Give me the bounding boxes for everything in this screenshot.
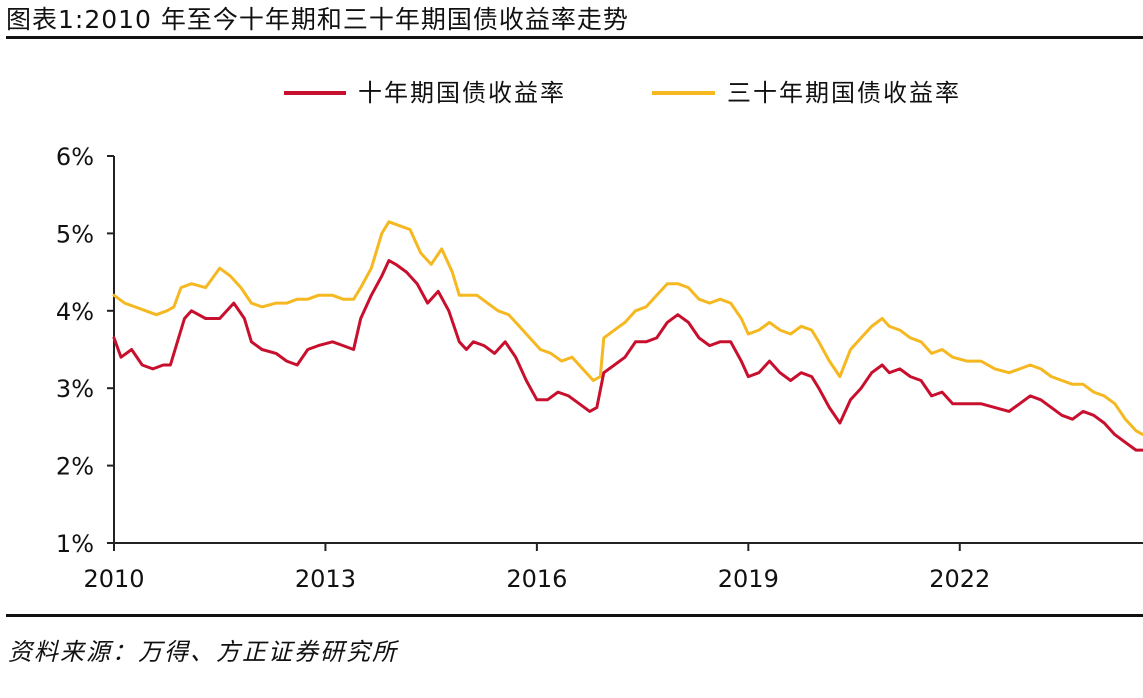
x-tick-label: 2010 xyxy=(83,565,144,593)
bottom-rule xyxy=(6,614,1143,617)
x-tick-label: 2016 xyxy=(506,565,567,593)
series-line-30y xyxy=(112,220,1143,437)
series-line-10y xyxy=(112,259,1143,452)
top-rule xyxy=(6,36,1143,39)
chart-series xyxy=(112,220,1143,452)
y-tick-label: 1% xyxy=(56,530,94,558)
legend-label: 三十年期国债收益率 xyxy=(727,79,961,107)
x-tick-label: 2019 xyxy=(718,565,779,593)
chart-legend: 十年期国债收益率 三十年期国债收益率 xyxy=(284,79,961,107)
legend-label: 十年期国债收益率 xyxy=(358,79,566,107)
source-note: 资料来源：万得、方正证券研究所 xyxy=(8,638,398,666)
x-tick-label: 2013 xyxy=(295,565,356,593)
y-tick-label: 5% xyxy=(56,220,94,248)
y-tick-label: 6% xyxy=(56,143,94,171)
figure-title: 图表1:2010 年至今十年期和三十年期国债收益率走势 xyxy=(6,5,629,34)
y-tick-label: 3% xyxy=(56,375,94,403)
y-axis: 1% 2% 3% 4% 5% 6% xyxy=(56,143,115,558)
x-tick-label: 2022 xyxy=(929,565,990,593)
y-tick-label: 4% xyxy=(56,298,94,326)
x-axis: 2010 2013 2016 2019 2022 xyxy=(83,542,1143,593)
y-tick-label: 2% xyxy=(56,453,94,481)
